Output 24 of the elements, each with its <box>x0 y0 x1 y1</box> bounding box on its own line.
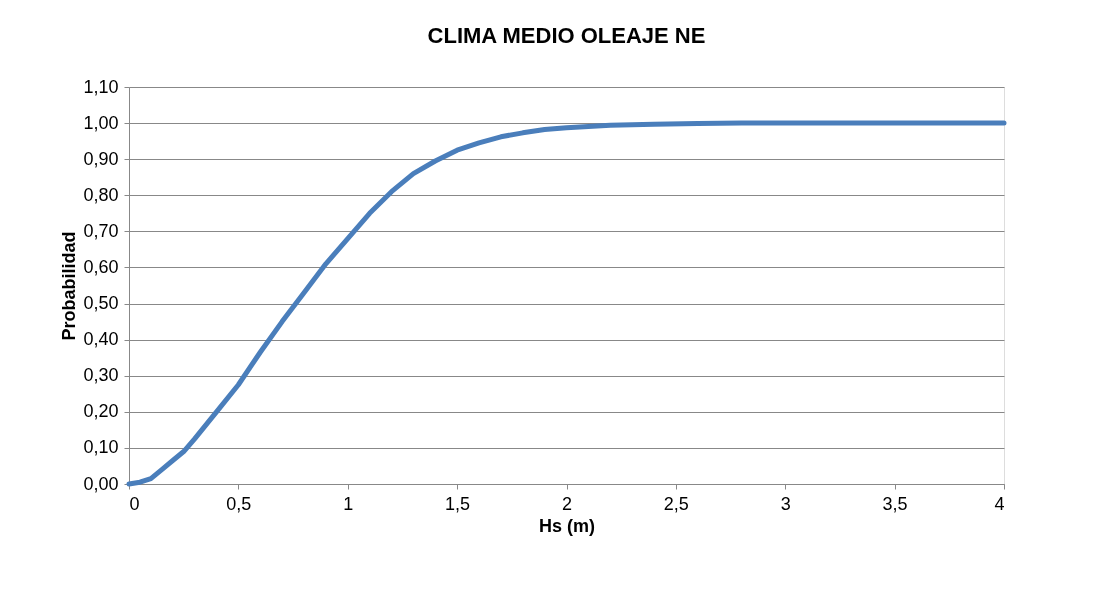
x-tick-label: 0 <box>129 493 140 514</box>
y-tick-label: 0,50 <box>83 293 119 314</box>
y-tick-label: 0,30 <box>83 365 119 386</box>
y-axis-title: Probabilidad <box>59 231 80 341</box>
x-axis-title: Hs (m) <box>538 515 596 536</box>
y-tick-label: 0,80 <box>83 184 119 205</box>
x-tick-label: 1,5 <box>445 493 471 514</box>
x-tick-label: 3,5 <box>882 493 908 514</box>
x-tick-label: 4 <box>994 493 1005 514</box>
x-tick-label: 0,5 <box>226 493 252 514</box>
y-tick-label: 0,70 <box>83 220 119 241</box>
x-tick-label: 1 <box>343 493 354 514</box>
y-tick-label: 0,60 <box>83 256 119 277</box>
y-tick-label: 1,00 <box>83 112 119 133</box>
x-tick-label: 2 <box>561 493 573 514</box>
y-tick-label: 0,10 <box>83 437 119 458</box>
chart-title: CLIMA MEDIO OLEAJE NE <box>427 23 706 48</box>
x-tick-label: 2,5 <box>663 493 689 514</box>
y-tick-label: 0,40 <box>83 329 119 350</box>
y-tick-label: 0,20 <box>83 401 119 422</box>
y-tick-label: 0,00 <box>83 473 119 494</box>
x-tick-label: 3 <box>780 493 791 514</box>
y-tick-label: 0,90 <box>83 148 119 169</box>
y-tick-label: 1,10 <box>83 76 119 97</box>
